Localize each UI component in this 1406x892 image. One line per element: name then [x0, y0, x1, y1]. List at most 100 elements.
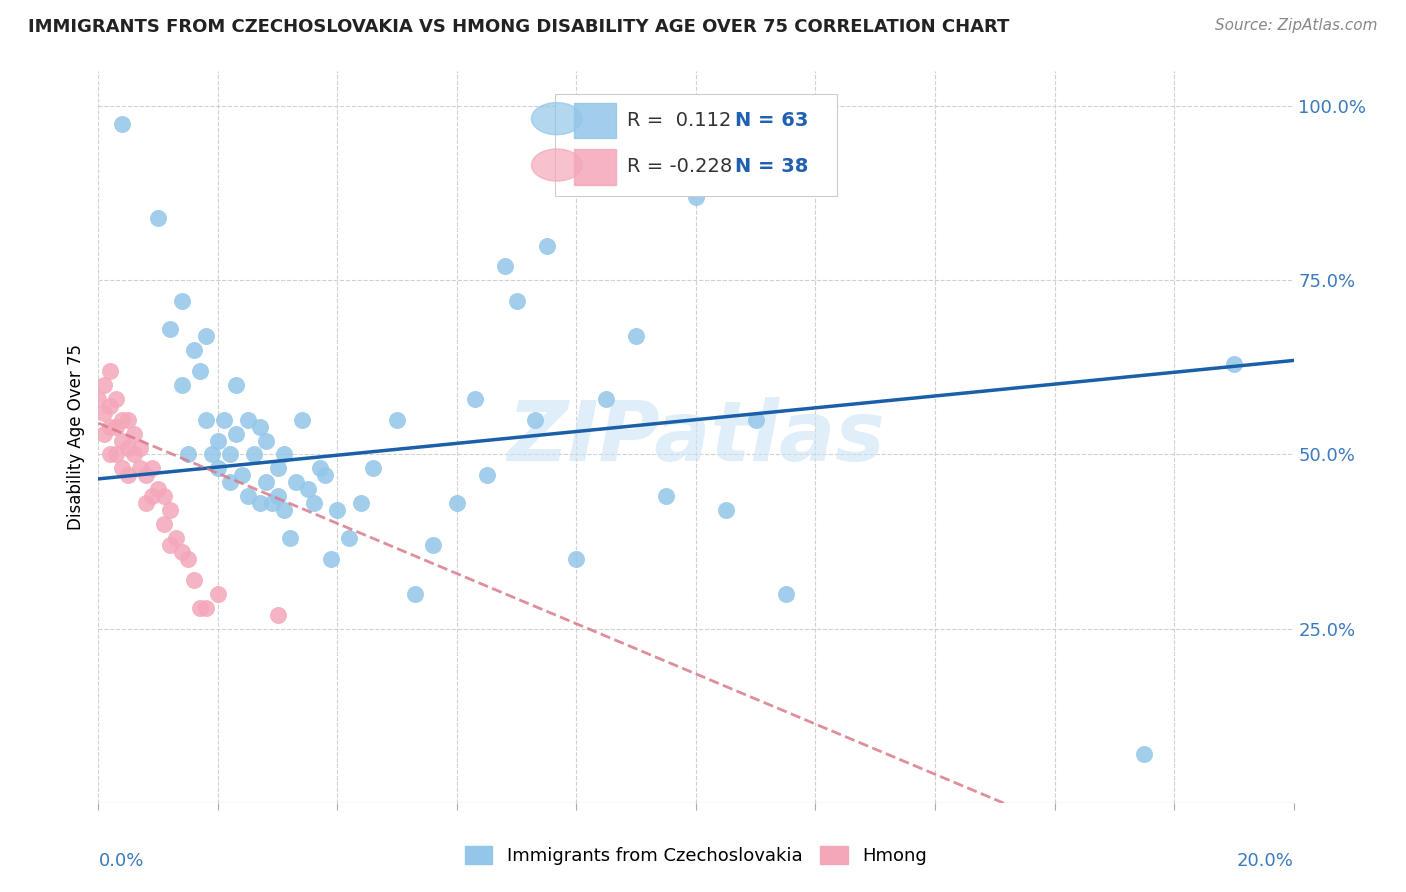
- Point: [297, 483, 319, 497]
- Point: [243, 448, 266, 462]
- Point: [165, 531, 187, 545]
- Point: [124, 448, 146, 462]
- Legend: Immigrants from Czechoslovakia, Hmong: Immigrants from Czechoslovakia, Hmong: [456, 837, 936, 874]
- Point: [1133, 747, 1156, 761]
- Text: 0.0%: 0.0%: [98, 852, 143, 870]
- Point: [422, 538, 444, 552]
- Text: IMMIGRANTS FROM CZECHOSLOVAKIA VS HMONG DISABILITY AGE OVER 75 CORRELATION CHART: IMMIGRANTS FROM CZECHOSLOVAKIA VS HMONG …: [28, 18, 1010, 36]
- Point: [339, 531, 361, 545]
- Point: [135, 468, 157, 483]
- Point: [249, 496, 271, 510]
- Point: [212, 412, 235, 426]
- Point: [183, 573, 205, 587]
- Point: [93, 406, 115, 420]
- Point: [284, 475, 307, 490]
- Point: [267, 607, 290, 622]
- Point: [254, 434, 277, 448]
- Point: [135, 496, 157, 510]
- Point: [153, 517, 176, 532]
- Point: [302, 496, 325, 510]
- Point: [98, 419, 122, 434]
- Point: [273, 448, 295, 462]
- Point: [201, 448, 224, 462]
- Point: [129, 461, 152, 475]
- Point: [117, 468, 139, 483]
- Point: [188, 600, 211, 615]
- Point: [565, 552, 588, 566]
- Point: [291, 412, 314, 426]
- Point: [141, 461, 163, 475]
- Point: [117, 441, 139, 455]
- Point: [207, 461, 229, 475]
- Point: [225, 377, 247, 392]
- Point: [655, 489, 678, 503]
- Point: [172, 545, 194, 559]
- Point: [219, 475, 242, 490]
- Text: N = 63: N = 63: [735, 111, 808, 130]
- Point: [326, 503, 349, 517]
- Point: [350, 496, 373, 510]
- Point: [685, 190, 707, 204]
- Point: [267, 461, 290, 475]
- Text: ZIPatlas: ZIPatlas: [508, 397, 884, 477]
- Point: [159, 538, 181, 552]
- Point: [153, 489, 176, 503]
- Point: [195, 412, 218, 426]
- Point: [159, 322, 181, 336]
- Text: N = 38: N = 38: [735, 157, 808, 177]
- Point: [714, 503, 737, 517]
- Point: [141, 489, 163, 503]
- Text: R = -0.228: R = -0.228: [627, 157, 733, 177]
- Y-axis label: Disability Age Over 75: Disability Age Over 75: [66, 344, 84, 530]
- Point: [219, 448, 242, 462]
- Point: [308, 461, 330, 475]
- Point: [183, 343, 205, 357]
- Point: [172, 377, 194, 392]
- Point: [236, 412, 259, 426]
- Point: [117, 412, 139, 426]
- Point: [236, 489, 259, 503]
- Point: [195, 600, 218, 615]
- Point: [321, 552, 343, 566]
- Point: [494, 260, 516, 274]
- Point: [315, 468, 337, 483]
- Point: [111, 461, 134, 475]
- Point: [273, 503, 295, 517]
- Point: [775, 587, 797, 601]
- Point: [260, 496, 283, 510]
- Point: [129, 441, 152, 455]
- Text: R =  0.112: R = 0.112: [627, 111, 731, 130]
- Point: [93, 377, 115, 392]
- Point: [385, 412, 409, 426]
- Point: [148, 483, 170, 497]
- Point: [159, 503, 181, 517]
- Point: [98, 399, 122, 413]
- Point: [105, 392, 128, 406]
- Point: [267, 489, 290, 503]
- Point: [626, 329, 648, 343]
- Point: [404, 587, 426, 601]
- Point: [278, 531, 301, 545]
- Point: [363, 461, 385, 475]
- Point: [1223, 357, 1246, 371]
- Point: [464, 392, 486, 406]
- Point: [124, 426, 146, 441]
- Point: [506, 294, 529, 309]
- Point: [595, 392, 617, 406]
- Point: [446, 496, 468, 510]
- Point: [111, 117, 134, 131]
- Text: Source: ZipAtlas.com: Source: ZipAtlas.com: [1215, 18, 1378, 33]
- Point: [177, 552, 200, 566]
- Point: [105, 419, 128, 434]
- Point: [207, 587, 229, 601]
- Point: [523, 412, 546, 426]
- Point: [231, 468, 253, 483]
- Point: [195, 329, 218, 343]
- Point: [475, 468, 498, 483]
- Point: [188, 364, 211, 378]
- Point: [98, 448, 122, 462]
- Point: [87, 392, 110, 406]
- Point: [111, 434, 134, 448]
- Point: [745, 412, 768, 426]
- Point: [105, 448, 128, 462]
